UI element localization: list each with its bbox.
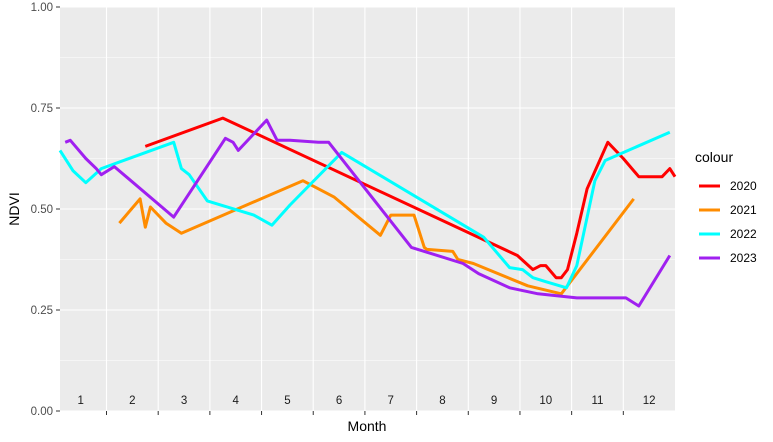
month-label: 4 xyxy=(233,395,240,407)
y-tick-label: 0.00 xyxy=(31,406,53,418)
month-label: 2 xyxy=(129,395,135,407)
month-label: 5 xyxy=(284,395,290,407)
legend-label-2021: 2021 xyxy=(730,203,757,217)
y-tick-label: 0.50 xyxy=(31,204,53,216)
month-label: 10 xyxy=(539,395,552,407)
series-lines xyxy=(58,116,677,308)
month-label: 11 xyxy=(592,395,604,407)
grid-lines xyxy=(60,6,675,412)
series-line-2023 xyxy=(64,118,672,308)
y-axis-title: NDVI xyxy=(6,192,22,225)
month-label: 8 xyxy=(439,395,445,407)
month-label: 9 xyxy=(491,395,497,407)
legend-label-2020: 2020 xyxy=(730,179,757,193)
series-line-2022 xyxy=(58,130,671,290)
legend-label-2022: 2022 xyxy=(730,227,757,241)
month-label: 7 xyxy=(388,395,394,407)
month-label: 6 xyxy=(336,395,342,407)
month-labels: 1 2 3 4 5 6 7 8 9 10 11 12 xyxy=(77,395,655,407)
legend: colour 2020 2021 2022 2023 xyxy=(695,149,757,265)
month-label: 12 xyxy=(643,395,656,407)
y-tick-label: 0.75 xyxy=(31,103,53,115)
legend-title: colour xyxy=(695,149,733,165)
y-tick-label: 1.00 xyxy=(31,2,53,14)
month-label: 3 xyxy=(181,395,187,407)
y-tick-label: 0.25 xyxy=(31,305,53,317)
series-line-2020 xyxy=(144,116,677,280)
legend-label-2023: 2023 xyxy=(730,251,757,265)
axes: 0.00 0.25 0.50 0.75 1.00 xyxy=(31,2,624,418)
series-line-2021 xyxy=(118,179,635,296)
x-axis-title: Month xyxy=(348,418,387,434)
month-label: 1 xyxy=(77,395,83,407)
